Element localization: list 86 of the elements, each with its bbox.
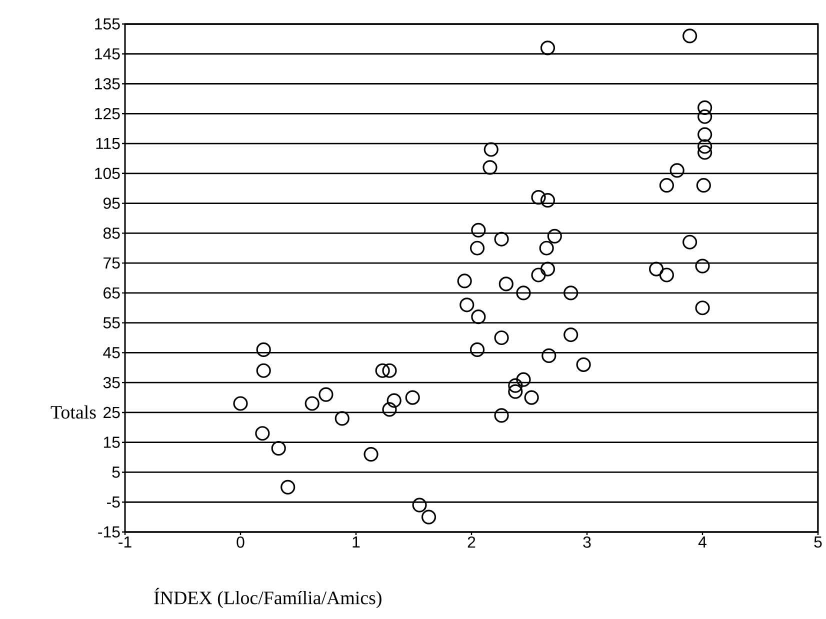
y-tick-label: 15 (104, 436, 120, 448)
y-tick-label: 75 (104, 257, 120, 269)
point (375, 363, 390, 378)
point (540, 262, 556, 276)
point (470, 240, 485, 256)
point (698, 100, 712, 115)
point (698, 109, 712, 124)
y-tick-label: -5 (107, 496, 120, 508)
point (494, 408, 509, 423)
y-axis-title: Totals (50, 405, 96, 419)
point (484, 142, 498, 157)
point (516, 286, 531, 300)
point (524, 390, 539, 405)
point (695, 300, 710, 316)
y-tick-label: 55 (103, 317, 120, 328)
point (482, 160, 498, 175)
point (457, 274, 472, 288)
y-tick-label: 125 (95, 108, 120, 120)
point (364, 447, 378, 462)
y-tick-label: 135 (95, 78, 120, 90)
point (318, 387, 334, 402)
point (386, 393, 402, 408)
point (696, 178, 711, 193)
point (256, 342, 271, 358)
point (531, 268, 546, 282)
point (531, 190, 546, 205)
point (382, 363, 397, 378)
y-tick-label: 25 (104, 406, 120, 418)
point (304, 396, 320, 411)
point (540, 40, 556, 56)
x-tick-label: 5 (814, 536, 822, 548)
y-tick-label: 45 (103, 347, 120, 358)
point (334, 411, 350, 426)
y-tick-label: 105 (95, 168, 120, 180)
point (564, 286, 578, 300)
point (508, 384, 523, 399)
point (698, 139, 712, 154)
point (547, 228, 562, 244)
x-tick-label: 0 (236, 536, 244, 548)
point (494, 330, 509, 346)
point (508, 378, 523, 393)
point (698, 145, 712, 160)
y-tick-label: 5 (112, 466, 120, 478)
point (564, 327, 578, 342)
point (576, 357, 591, 372)
point (382, 402, 397, 417)
point (255, 426, 270, 441)
x-tick-label: -1 (118, 536, 132, 548)
point (471, 222, 486, 238)
point (540, 193, 556, 208)
point (659, 268, 674, 282)
y-tick-label: 65 (104, 287, 120, 299)
point (695, 258, 710, 274)
point (649, 262, 664, 276)
point (470, 342, 485, 358)
x-tick-label: 4 (698, 536, 706, 548)
y-tick-label: 155 (95, 18, 120, 30)
point (659, 178, 674, 193)
point (421, 510, 436, 524)
point (256, 363, 271, 378)
point (412, 498, 427, 512)
point (542, 348, 556, 363)
point (698, 127, 712, 142)
point (498, 276, 514, 292)
y-tick-label: 95 (104, 198, 120, 209)
point (494, 232, 509, 246)
point (280, 480, 296, 494)
x-tick-label: 3 (583, 536, 591, 548)
point (271, 441, 286, 456)
point (460, 298, 474, 312)
point (670, 163, 684, 178)
x-tick-label: 1 (352, 536, 360, 548)
x-axis-title: ÍNDEX (Lloc/Família/Amics) (154, 588, 382, 608)
y-tick-label: 85 (103, 228, 120, 239)
y-tick-label: 35 (103, 376, 120, 388)
y-tick-label: 115 (96, 138, 120, 150)
x-tick-label: 2 (468, 536, 476, 548)
point (539, 240, 554, 256)
y-tick-label: -15 (98, 526, 120, 538)
point (233, 396, 248, 411)
point (682, 28, 698, 44)
point (516, 372, 531, 387)
point (471, 310, 486, 324)
point (682, 234, 698, 250)
y-tick-label: 145 (95, 48, 120, 60)
point (405, 390, 420, 405)
